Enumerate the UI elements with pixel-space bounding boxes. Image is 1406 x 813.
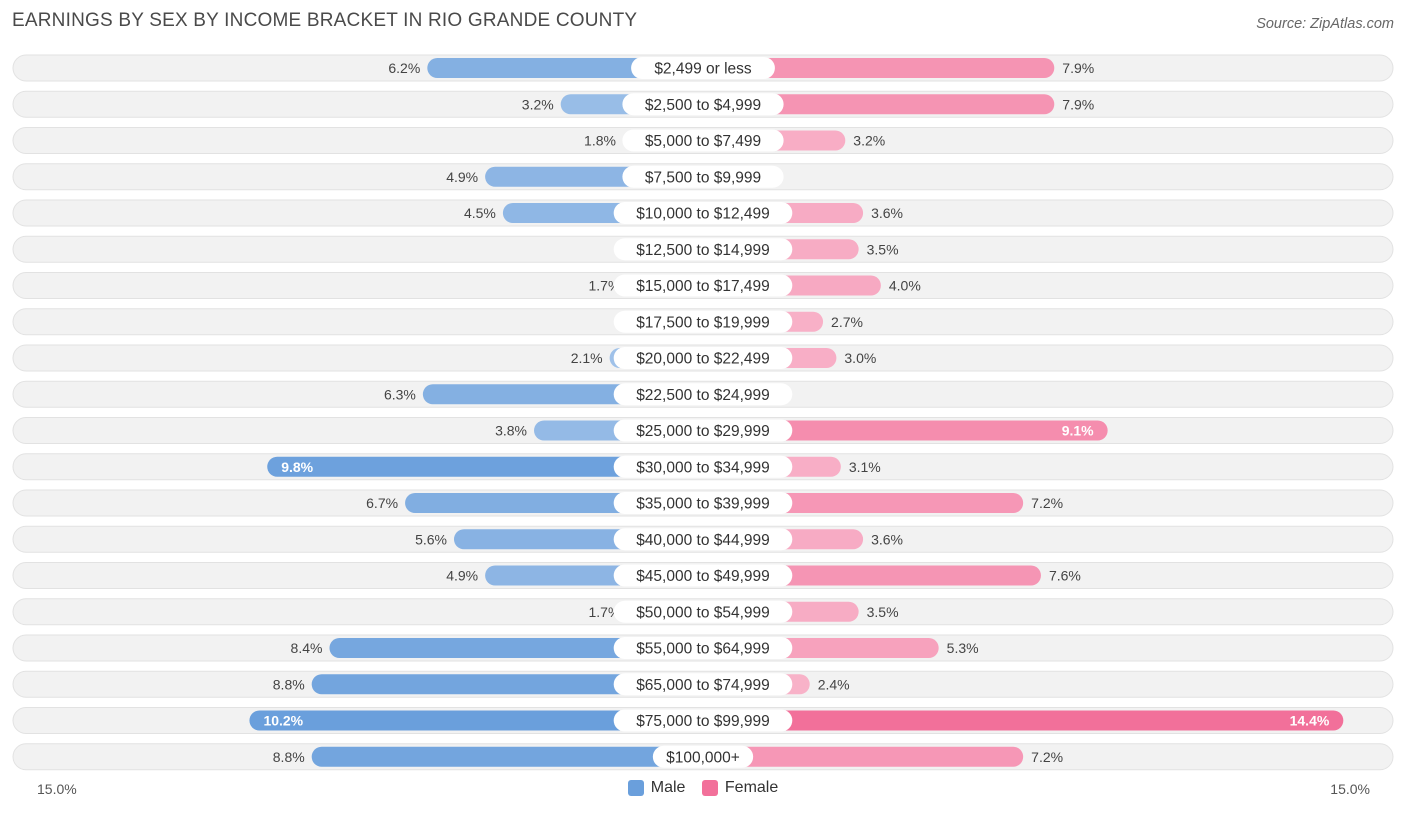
female-value-label: 7.9% bbox=[1062, 96, 1094, 112]
source-label: Source: ZipAtlas.com bbox=[1256, 16, 1394, 32]
category-label-bg bbox=[613, 238, 793, 261]
female-value-label: 5.3% bbox=[947, 640, 979, 656]
category-label: $25,000 to $29,999 bbox=[636, 423, 770, 440]
category-label-bg bbox=[613, 673, 793, 696]
legend-swatch-male bbox=[627, 780, 644, 796]
male-value-label: 6.3% bbox=[384, 386, 416, 402]
male-value-label: 10.2% bbox=[263, 713, 303, 729]
male-bar bbox=[311, 746, 703, 767]
male-value-label: 4.9% bbox=[446, 568, 478, 584]
male-value-label: 5.6% bbox=[415, 531, 447, 547]
male-value-label: 6.7% bbox=[366, 495, 398, 511]
legend-swatch-female bbox=[701, 780, 718, 796]
axis-right-label: 15.0% bbox=[1330, 781, 1370, 797]
male-bar bbox=[249, 710, 703, 731]
category-label-bg bbox=[613, 564, 793, 587]
female-value-label: 9.1% bbox=[1062, 423, 1094, 439]
category-label-bg bbox=[613, 274, 793, 297]
male-value-label: 2.1% bbox=[571, 350, 603, 366]
category-label: $7,500 to $9,999 bbox=[645, 169, 761, 186]
male-value-label: 6.2% bbox=[388, 60, 420, 76]
male-bar bbox=[329, 638, 703, 658]
chart-title: EARNINGS BY SEX BY INCOME BRACKET IN RIO… bbox=[12, 10, 638, 31]
category-label-bg bbox=[613, 383, 793, 406]
category-label: $75,000 to $99,999 bbox=[636, 713, 770, 730]
female-value-label: 14.4% bbox=[1290, 713, 1330, 729]
category-label: $40,000 to $44,999 bbox=[636, 532, 770, 549]
female-value-label: 7.2% bbox=[1031, 495, 1063, 511]
chart-canvas: 6.2% 7.9% $2,499 or less 3.2% 7.9% $2,500 to … bbox=[12, 54, 1394, 771]
category-label: $30,000 to $34,999 bbox=[636, 459, 770, 476]
category-label: $50,000 to $54,999 bbox=[636, 604, 770, 621]
category-label-bg bbox=[613, 600, 793, 623]
male-value-label: 8.4% bbox=[291, 640, 323, 656]
female-value-label: 3.2% bbox=[853, 133, 885, 149]
category-label-bg bbox=[613, 637, 793, 659]
category-label-bg bbox=[622, 165, 784, 188]
category-label: $2,499 or less bbox=[654, 61, 752, 78]
male-value-label: 4.5% bbox=[464, 205, 496, 221]
female-value-label: 7.9% bbox=[1062, 60, 1094, 76]
category-label: $2,500 to $4,999 bbox=[645, 97, 761, 114]
category-label-bg bbox=[631, 57, 775, 79]
male-value-label: 3.2% bbox=[522, 96, 554, 112]
female-bar bbox=[703, 58, 1055, 78]
category-label-bg bbox=[613, 455, 793, 478]
male-value-label: 3.8% bbox=[495, 423, 527, 439]
legend: Male Female bbox=[0, 779, 1406, 801]
female-value-label: 3.6% bbox=[871, 531, 903, 547]
female-value-label: 2.4% bbox=[818, 676, 850, 692]
category-label: $55,000 to $64,999 bbox=[636, 641, 770, 658]
axis-left-label: 15.0% bbox=[37, 781, 77, 797]
category-label-bg bbox=[613, 709, 793, 732]
category-label-bg bbox=[613, 202, 793, 224]
category-label-bg bbox=[613, 419, 793, 442]
female-value-label: 3.1% bbox=[849, 459, 881, 475]
female-value-label: 2.7% bbox=[831, 314, 863, 330]
category-label: $15,000 to $17,499 bbox=[636, 278, 770, 295]
female-value-label: 3.6% bbox=[871, 205, 903, 221]
male-value-label: 9.8% bbox=[281, 459, 313, 475]
male-value-label: 4.9% bbox=[446, 169, 478, 185]
male-bar bbox=[267, 456, 703, 477]
category-label: $22,500 to $24,999 bbox=[636, 387, 770, 404]
female-value-label: 7.6% bbox=[1049, 568, 1081, 584]
category-label: $10,000 to $12,499 bbox=[636, 206, 770, 223]
female-value-label: 4.0% bbox=[889, 278, 921, 294]
category-label: $20,000 to $22,499 bbox=[636, 351, 770, 368]
female-value-label: 3.0% bbox=[844, 350, 876, 366]
category-label: $12,500 to $14,999 bbox=[636, 242, 770, 259]
category-label-bg bbox=[652, 745, 754, 768]
category-label-bg bbox=[622, 129, 784, 152]
female-bar bbox=[703, 746, 1024, 767]
category-label: $5,000 to $7,499 bbox=[645, 133, 761, 150]
legend-label-male: Male bbox=[650, 779, 686, 796]
category-label: $65,000 to $74,999 bbox=[636, 677, 770, 694]
male-value-label: 1.7% bbox=[588, 604, 620, 620]
female-bar bbox=[703, 94, 1055, 115]
category-label-bg bbox=[622, 93, 784, 116]
legend-label-female: Female bbox=[724, 779, 779, 796]
female-value-label: 7.2% bbox=[1031, 749, 1063, 765]
category-label: $45,000 to $49,999 bbox=[636, 568, 770, 585]
category-label-bg bbox=[613, 347, 793, 369]
category-label: $17,500 to $19,999 bbox=[636, 314, 770, 331]
male-value-label: 8.8% bbox=[273, 749, 305, 765]
category-label-bg bbox=[613, 492, 793, 514]
male-bar bbox=[311, 674, 703, 695]
legend-item-female[interactable]: Female bbox=[701, 779, 779, 797]
female-bar bbox=[703, 420, 1108, 441]
female-value-label: 3.5% bbox=[867, 604, 899, 620]
category-label-bg bbox=[613, 310, 793, 333]
male-value-label: 1.7% bbox=[588, 278, 620, 294]
female-bar bbox=[703, 710, 1344, 731]
category-label-bg bbox=[613, 528, 793, 551]
male-value-label: 8.8% bbox=[273, 676, 305, 692]
female-value-label: 3.5% bbox=[867, 241, 899, 257]
male-value-label: 1.8% bbox=[584, 133, 616, 149]
category-label: $35,000 to $39,999 bbox=[636, 496, 770, 513]
legend-item-male[interactable]: Male bbox=[627, 779, 686, 797]
category-label: $100,000+ bbox=[666, 749, 740, 766]
